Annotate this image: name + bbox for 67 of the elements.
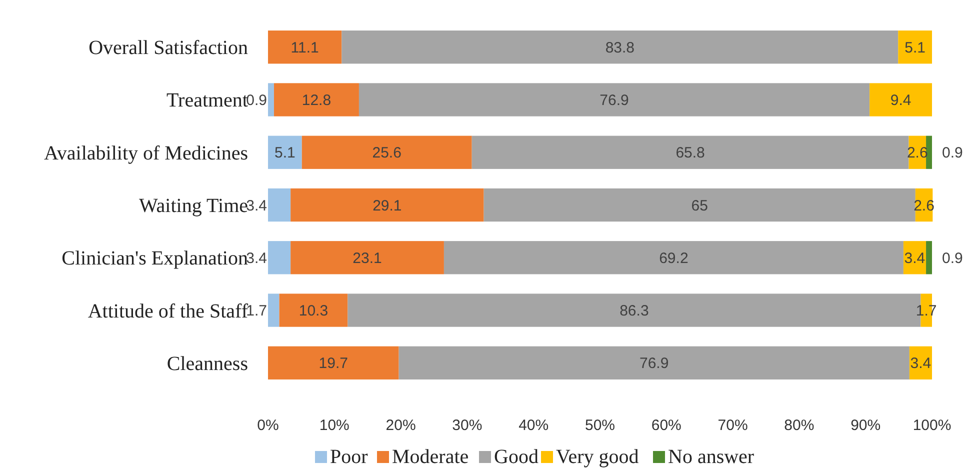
- bar: [268, 294, 280, 327]
- bar: [926, 136, 932, 169]
- bar: [268, 188, 291, 222]
- x-tick-label: 40%: [518, 417, 549, 434]
- data-label: 0.9: [942, 144, 963, 162]
- data-label: 10.3: [298, 302, 328, 320]
- legend-label: No answer: [668, 446, 754, 468]
- data-label: 25.6: [372, 144, 402, 162]
- bar: [268, 346, 399, 380]
- bar: [484, 188, 916, 222]
- data-label: 65: [691, 197, 708, 214]
- data-label: 69.2: [659, 250, 688, 267]
- y-tick-label: Overall Satisfaction: [88, 37, 248, 60]
- bar: [268, 30, 342, 64]
- bar: [268, 83, 274, 116]
- data-label: 65.8: [676, 144, 705, 162]
- data-label: 76.9: [600, 92, 629, 109]
- data-label: 3.4: [904, 250, 926, 267]
- legend-label: Poor: [330, 446, 368, 468]
- bar: [926, 241, 932, 274]
- legend-label: Good: [494, 446, 538, 468]
- x-tick-label: 50%: [584, 417, 616, 434]
- data-label: 29.1: [372, 197, 402, 214]
- bar: [290, 188, 484, 222]
- x-tick-label: 100%: [912, 417, 952, 434]
- data-label: 5.1: [904, 39, 926, 56]
- data-label: 19.7: [318, 355, 348, 372]
- y-tick-label: Waiting Time: [139, 195, 248, 217]
- bar: [268, 136, 302, 169]
- y-tick-label: Treatment: [166, 90, 248, 112]
- x-tick-label: 30%: [452, 417, 482, 434]
- x-tick-label: 20%: [386, 417, 416, 434]
- bar: [279, 294, 348, 327]
- x-tick-label: 60%: [651, 417, 682, 434]
- x-tick-label: 80%: [784, 417, 814, 434]
- data-label: 5.1: [274, 144, 296, 162]
- bar: [302, 136, 472, 169]
- bar: [472, 136, 909, 169]
- data-label: 0.9: [942, 250, 963, 267]
- data-label: 76.9: [640, 355, 669, 372]
- x-tick-label: 70%: [718, 417, 748, 434]
- legend-label: Moderate: [392, 446, 469, 468]
- bar: [342, 30, 898, 64]
- x-tick-label: 90%: [850, 417, 881, 434]
- bar: [290, 241, 444, 274]
- x-tick-label: 10%: [319, 417, 350, 434]
- data-label: 23.1: [352, 250, 382, 267]
- bar: [898, 30, 932, 64]
- bar: [870, 83, 932, 116]
- data-label: 11.1: [290, 39, 319, 56]
- bar: [358, 83, 870, 116]
- bar: [444, 241, 904, 274]
- data-label: 9.4: [890, 92, 912, 109]
- data-label: 3.4: [910, 355, 932, 372]
- data-label: 86.3: [620, 302, 649, 320]
- data-label: 3.4: [246, 197, 267, 214]
- bar: [274, 83, 359, 116]
- bar: [398, 346, 910, 380]
- y-tick-label: Cleanness: [166, 352, 248, 375]
- legend-label: Very good: [556, 446, 639, 468]
- y-tick-label: Availability of Medicines: [44, 142, 248, 164]
- data-label: 12.8: [302, 92, 332, 109]
- data-label: 83.8: [605, 39, 635, 56]
- bar: [268, 241, 291, 274]
- y-tick-label: Clinician's Explanation: [62, 248, 248, 270]
- x-tick-label: 0%: [257, 417, 279, 434]
- y-tick-label: Attitude of the Staff: [88, 300, 248, 322]
